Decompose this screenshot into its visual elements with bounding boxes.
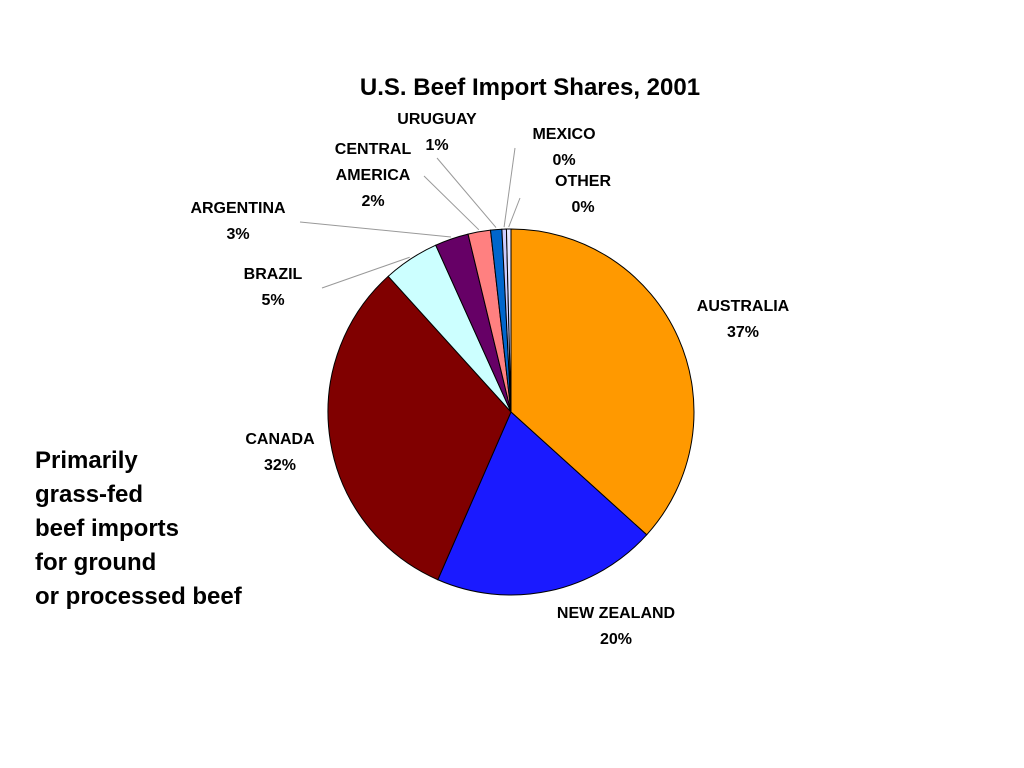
value-label: 32% bbox=[263, 457, 297, 474]
leader-line bbox=[321, 256, 410, 289]
value-label: 37% bbox=[726, 324, 760, 341]
leader-line bbox=[436, 157, 497, 228]
slice-label: NEW ZEALAND 20% bbox=[516, 601, 716, 653]
category-label: URUGUAY bbox=[397, 111, 477, 128]
category-label: OTHER bbox=[555, 173, 611, 190]
leader-line bbox=[508, 197, 521, 228]
leader-line bbox=[423, 175, 480, 231]
annotation-line: or processed beef bbox=[35, 583, 242, 610]
slice-label: URUGUAY 1% bbox=[377, 107, 497, 159]
pie-slice bbox=[510, 228, 695, 536]
slice-label: AUSTRALIA 37% bbox=[663, 294, 823, 346]
chart-title: U.S. Beef Import Shares, 2001 bbox=[359, 74, 701, 101]
slice-label: MEXICO 0% bbox=[514, 122, 614, 174]
category-label: MEXICO bbox=[532, 126, 596, 143]
pie-slice bbox=[327, 275, 512, 581]
category-label: NEW ZEALAND bbox=[556, 605, 676, 622]
category-label: AUSTRALIA bbox=[696, 298, 790, 315]
value-label: 20% bbox=[599, 631, 633, 648]
value-label: 0% bbox=[552, 152, 576, 169]
pie-slice bbox=[437, 411, 648, 596]
value-label: 0% bbox=[571, 199, 595, 216]
slice-label: OTHER 0% bbox=[533, 169, 633, 221]
category-label: CANADA bbox=[245, 431, 315, 448]
category-label: BRAZIL bbox=[243, 266, 303, 283]
slice-label: CENTRAL AMERICA 2% bbox=[323, 137, 423, 215]
category-label: ARGENTINA bbox=[190, 200, 286, 217]
value-label: 5% bbox=[261, 292, 285, 309]
annotation-line: Primarily bbox=[35, 447, 138, 474]
annotation-line: for ground bbox=[35, 549, 157, 576]
slice-label: BRAZIL 5% bbox=[223, 262, 323, 314]
category-label: CENTRAL AMERICA bbox=[334, 141, 412, 184]
slice-label: CANADA 32% bbox=[220, 427, 340, 479]
leader-line bbox=[299, 221, 452, 238]
annotation-line: grass-fed bbox=[35, 481, 144, 508]
value-label: 3% bbox=[226, 226, 250, 243]
annotation: Primarily grass-fed beef imports for ground… bbox=[35, 444, 242, 614]
value-label: 2% bbox=[361, 193, 385, 210]
annotation-line: beef imports bbox=[35, 515, 180, 542]
leader-line bbox=[503, 147, 516, 228]
value-label: 1% bbox=[425, 137, 449, 154]
pie-slice bbox=[505, 228, 512, 413]
slice-label: ARGENTINA 3% bbox=[168, 196, 308, 248]
